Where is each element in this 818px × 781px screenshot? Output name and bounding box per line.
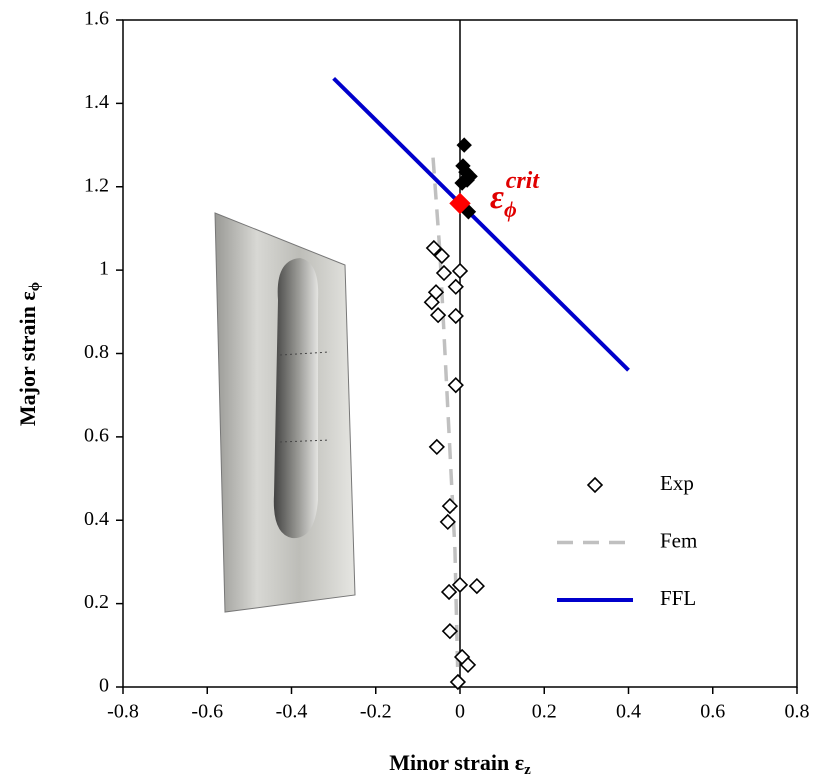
legend-marker — [586, 476, 604, 494]
data-point — [449, 673, 467, 691]
legend-label: Exp — [660, 471, 694, 495]
data-point — [449, 192, 471, 215]
y-tick-label: 0.2 — [84, 591, 109, 613]
x-axis-label: Minor strain εz — [389, 750, 531, 778]
legend-label: FFL — [660, 586, 696, 610]
data-point — [441, 623, 459, 640]
data-point — [429, 307, 447, 324]
y-tick-label: 0.8 — [84, 341, 109, 363]
data-point — [440, 583, 458, 601]
data-point — [447, 377, 464, 394]
x-tick-label: 0.4 — [616, 701, 641, 723]
annotation-sup: crit — [506, 168, 541, 194]
x-label-sub: z — [524, 762, 531, 778]
y-axis-label: Major strain εϕ — [15, 282, 43, 426]
y-tick-label: 0.6 — [84, 424, 109, 446]
annotation: εϕ crit — [490, 168, 540, 223]
data-point — [451, 262, 469, 280]
specimen-photo — [214, 212, 356, 613]
data-point — [447, 307, 464, 325]
data-point — [428, 438, 445, 456]
x-tick-label: 0.6 — [700, 701, 725, 723]
data-point — [435, 264, 453, 282]
x-tick-label: 0 — [455, 701, 465, 723]
data-point — [454, 175, 470, 191]
data-point — [425, 239, 443, 257]
y-tick-label: 0 — [99, 675, 109, 697]
y-tick-label: 1 — [99, 258, 109, 280]
y-tick-label: 0.4 — [84, 508, 109, 530]
x-tick-label: -0.8 — [107, 701, 139, 723]
x-tick-label: -0.6 — [191, 701, 223, 723]
legend-label: Fem — [660, 528, 697, 552]
y-tick-label: 1.2 — [84, 174, 109, 196]
data-point — [451, 576, 469, 593]
y-label-text: Major strain ε — [15, 291, 40, 426]
data-point — [423, 294, 440, 311]
plot-layer: -0.8 -0.6 -0.4 -0.2 0 0.2 0.4 0.6 0.8 0 0.2 0.4 0.6 0… — [84, 8, 810, 723]
series-line — [431, 157, 460, 680]
data-point — [433, 247, 451, 265]
x-tick-label: -0.4 — [276, 701, 308, 723]
y-label-sub: ϕ — [27, 282, 43, 291]
y-tick-label: 1.4 — [84, 91, 109, 113]
annotation-sub: ϕ — [504, 197, 517, 222]
x-tick-label: 0.8 — [785, 701, 810, 723]
data-point — [441, 497, 459, 515]
series-line — [332, 76, 630, 372]
x-label-text: Minor strain ε — [389, 750, 524, 775]
data-point — [447, 278, 464, 295]
x-tick-label: -0.2 — [360, 701, 392, 723]
x-tick-label: 0.2 — [532, 701, 557, 723]
data-point — [468, 577, 485, 595]
data-point — [456, 137, 472, 153]
annotation-text: ε — [490, 179, 504, 216]
data-point — [439, 513, 456, 531]
data-point — [459, 656, 477, 674]
y-tick-label: 1.6 — [84, 8, 109, 30]
